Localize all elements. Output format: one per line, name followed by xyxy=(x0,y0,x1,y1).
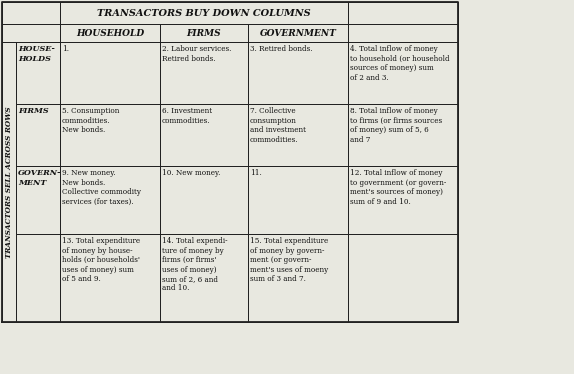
Text: 8. Total inflow of money
to firms (or firms sources
of money) sum of 5, 6
and 7: 8. Total inflow of money to firms (or fi… xyxy=(350,107,442,144)
Text: TRANSACTORS BUY DOWN COLUMNS: TRANSACTORS BUY DOWN COLUMNS xyxy=(97,9,311,18)
Text: GOVERNMENT: GOVERNMENT xyxy=(259,28,336,37)
Text: 7. Collective
consumption
and investment
commodities.: 7. Collective consumption and investment… xyxy=(250,107,306,144)
Text: 15. Total expenditure
of money by govern-
ment (or govern-
ment's uses of moeny
: 15. Total expenditure of money by govern… xyxy=(250,237,328,283)
Text: 9. New money.
New bonds.
Collective commodity
services (for taxes).: 9. New money. New bonds. Collective comm… xyxy=(62,169,141,205)
Text: 2. Labour services.
Retired bonds.: 2. Labour services. Retired bonds. xyxy=(162,45,231,62)
Text: HOUSE-
HOLDS: HOUSE- HOLDS xyxy=(18,45,55,62)
Text: 11.: 11. xyxy=(250,169,262,177)
Bar xyxy=(2,2,458,322)
Text: HOUSEHOLD: HOUSEHOLD xyxy=(76,28,144,37)
Text: 3. Retired bonds.: 3. Retired bonds. xyxy=(250,45,312,53)
Text: TRANSACTORS SELL ACROSS ROWS: TRANSACTORS SELL ACROSS ROWS xyxy=(5,106,13,258)
Text: 12. Total inflow of money
to government (or govern-
ment's sources of money)
sum: 12. Total inflow of money to government … xyxy=(350,169,447,205)
Text: 4. Total inflow of money
to household (or household
sources of money) sum
of 2 a: 4. Total inflow of money to household (o… xyxy=(350,45,449,82)
Text: 10. New money.: 10. New money. xyxy=(162,169,220,177)
Text: 5. Consumption
commodities.
New bonds.: 5. Consumption commodities. New bonds. xyxy=(62,107,119,134)
Text: 14. Total expendi-
ture of money by
firms (or firms'
uses of money)
sum of 2, 6 : 14. Total expendi- ture of money by firm… xyxy=(162,237,228,292)
Text: FIRMS: FIRMS xyxy=(187,28,222,37)
Text: 13. Total expenditure
of money by house-
holds (or households'
uses of money) su: 13. Total expenditure of money by house-… xyxy=(62,237,140,283)
Text: FIRMS: FIRMS xyxy=(18,107,49,115)
Text: 6. Investment
commodities.: 6. Investment commodities. xyxy=(162,107,212,125)
Text: GOVERN-
MENT: GOVERN- MENT xyxy=(18,169,61,187)
Text: 1.: 1. xyxy=(62,45,69,53)
